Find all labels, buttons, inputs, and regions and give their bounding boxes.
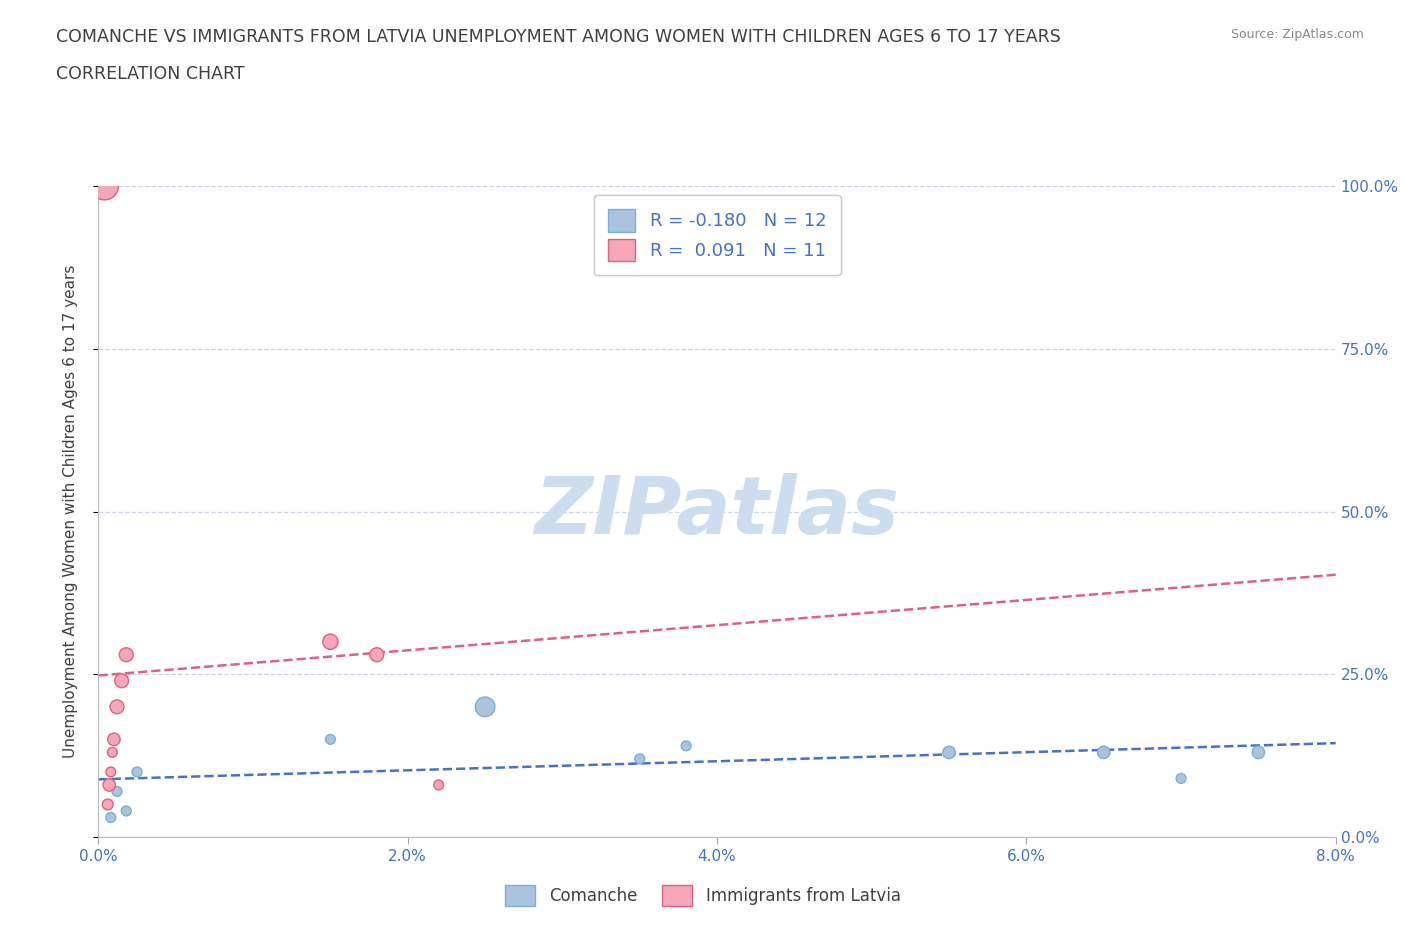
Point (628, 751, 651, 766)
Text: COMANCHE VS IMMIGRANTS FROM LATVIA UNEMPLOYMENT AMONG WOMEN WITH CHILDREN AGES 6: COMANCHE VS IMMIGRANTS FROM LATVIA UNEMP… (56, 28, 1062, 46)
Text: Source: ZipAtlas.com: Source: ZipAtlas.com (1230, 28, 1364, 41)
Legend: R = -0.180   N = 12, R =  0.091   N = 11: R = -0.180 N = 12, R = 0.091 N = 11 (593, 195, 841, 275)
Point (427, 777, 450, 792)
Point (319, 732, 342, 747)
Point (1092, 745, 1115, 760)
Point (101, 745, 124, 760)
Point (127, 764, 149, 779)
Point (319, 634, 342, 649)
Point (100, 764, 122, 779)
Point (115, 804, 138, 818)
Point (474, 699, 496, 714)
Point (1170, 771, 1192, 786)
Point (93, 179, 115, 193)
Point (111, 673, 134, 688)
Point (100, 810, 122, 825)
Text: ZIPatlas: ZIPatlas (534, 472, 900, 551)
Point (115, 647, 138, 662)
Point (98, 777, 121, 792)
Text: CORRELATION CHART: CORRELATION CHART (56, 65, 245, 83)
Point (938, 745, 960, 760)
Legend: Comanche, Immigrants from Latvia: Comanche, Immigrants from Latvia (499, 879, 907, 912)
Point (1247, 745, 1270, 760)
Point (97, 797, 120, 812)
Point (675, 738, 697, 753)
Point (105, 699, 128, 714)
Point (103, 732, 125, 747)
Y-axis label: Unemployment Among Women with Children Ages 6 to 17 years: Unemployment Among Women with Children A… (63, 265, 77, 758)
Point (105, 784, 128, 799)
Point (366, 647, 388, 662)
